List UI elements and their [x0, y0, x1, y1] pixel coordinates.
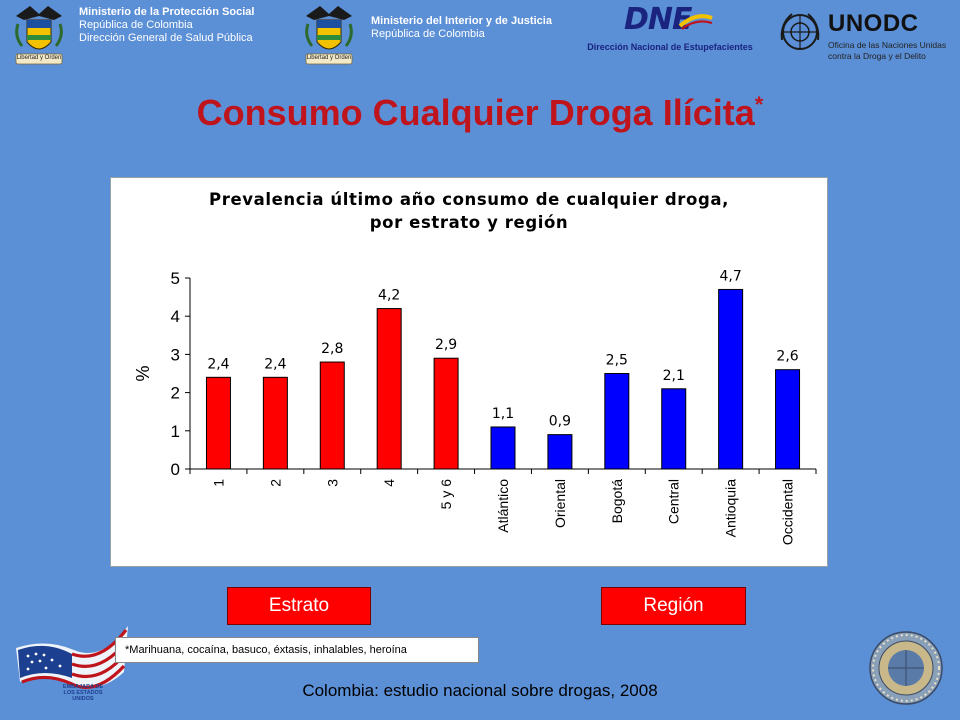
- oas-seal-logo: [868, 630, 944, 706]
- region-group-label: Región: [601, 587, 746, 625]
- unodc-line1: Oficina de las Naciones Unidas: [828, 40, 947, 50]
- category-label: Bogotá: [609, 479, 625, 524]
- y-tick-label: 5: [171, 269, 180, 288]
- chart-title-line1: Prevalencia último año consumo de cualqu…: [209, 190, 729, 209]
- data-label: 2,8: [321, 341, 343, 357]
- data-label: 2,5: [606, 353, 628, 369]
- ministry-interior-line2: República de Colombia: [371, 28, 485, 40]
- unodc-logo: UNODC Oficina de las Naciones Unidas con…: [778, 8, 956, 64]
- bar: [547, 434, 573, 470]
- category-label: Occidental: [780, 479, 796, 545]
- category-label: 5 y 6: [438, 479, 454, 510]
- coat-of-arms-logo-left: Libertad y Orden: [8, 2, 70, 72]
- unodc-line2: contra la Droga y el Delito: [828, 51, 926, 61]
- dne-logo: DNE Dirección Nacional de Estupefaciente…: [574, 2, 766, 56]
- data-label: 2,4: [264, 356, 286, 372]
- category-label: 2: [267, 479, 283, 487]
- slide-title-marker: *: [754, 92, 764, 117]
- us-embassy-logo: EMBAJADA DE LOS ESTADOS UNIDOS: [6, 620, 134, 710]
- y-tick-label: 4: [171, 307, 180, 326]
- chart-title-line2: por estrato y región: [369, 213, 569, 232]
- category-label: Atlántico: [495, 479, 511, 533]
- bar: [661, 388, 687, 470]
- data-label: 4,7: [720, 268, 742, 284]
- y-tick-label: 0: [171, 460, 180, 479]
- unodc-logo-text: UNODC: [828, 10, 919, 37]
- bar: [490, 426, 516, 470]
- data-label: 4,2: [378, 288, 400, 304]
- dne-logo-text: DNE: [624, 2, 693, 37]
- bar: [433, 357, 459, 470]
- bar: [205, 376, 231, 470]
- category-label: Central: [666, 479, 682, 524]
- y-tick-label: 2: [171, 384, 180, 403]
- ministry-interior-text: Ministerio del Interior y de Justicia Re…: [371, 15, 552, 41]
- bar: [319, 361, 345, 470]
- us-embassy-text: EMBAJADA DE LOS ESTADOS UNIDOS: [62, 684, 104, 702]
- un-emblem-icon: [780, 13, 820, 50]
- category-label: 4: [381, 479, 397, 487]
- data-label: 2,4: [207, 356, 229, 372]
- data-label: 1,1: [492, 406, 514, 422]
- y-tick-label: 1: [171, 422, 180, 441]
- data-label: 2,6: [776, 349, 798, 365]
- ministry-interior-line1: Ministerio del Interior y de Justicia: [371, 15, 552, 27]
- bar: [262, 376, 288, 470]
- ministry-social-line1: Ministerio de la Protección Social: [79, 6, 255, 18]
- bar: [718, 288, 744, 470]
- dne-subtitle: Dirección Nacional de Estupefacientes: [587, 42, 753, 52]
- slide-title: Consumo Cualquier Droga Ilícita*: [0, 92, 960, 134]
- chart-panel: Prevalencia último año consumo de cualqu…: [110, 177, 828, 567]
- slide-title-text: Consumo Cualquier Droga Ilícita: [196, 92, 755, 133]
- bar-chart: 0 1 2 3 4 5% 2,4 1 2,4 2 2,8 3 4,2 4 2,9 5 y 6 1,1 Atlánt…: [133, 268, 817, 545]
- category-label: Antioquia: [723, 479, 739, 538]
- footnote: *Marihuana, cocaína, basuco, éxtasis, in…: [115, 637, 479, 663]
- y-axis-title: %: [133, 365, 153, 381]
- data-label: 2,1: [663, 368, 685, 384]
- estrato-group-label: Estrato: [227, 587, 371, 625]
- bar: [604, 373, 630, 470]
- category-label: Oriental: [552, 479, 568, 528]
- ministry-social-text: Ministerio de la Protección Social Repúb…: [79, 6, 254, 45]
- data-label: 2,9: [435, 337, 457, 353]
- coat-of-arms-motto: Libertad y Orden: [16, 55, 62, 61]
- coat-of-arms-motto-2: Libertad y Orden: [306, 55, 352, 61]
- ministry-social-line3: Dirección General de Salud Pública: [79, 32, 253, 44]
- y-tick-label: 3: [171, 345, 180, 364]
- chart-title: Prevalencia último año consumo de cualqu…: [111, 188, 827, 234]
- data-label: 0,9: [549, 414, 571, 430]
- coat-of-arms-logo-right: Libertad y Orden: [298, 2, 360, 72]
- footer-caption: Colombia: estudio nacional sobre drogas,…: [302, 681, 658, 700]
- bar: [775, 369, 801, 470]
- bar: [376, 308, 402, 470]
- category-label: 3: [324, 479, 340, 487]
- ministry-social-line2: República de Colombia: [79, 19, 193, 31]
- category-label: 1: [210, 479, 226, 487]
